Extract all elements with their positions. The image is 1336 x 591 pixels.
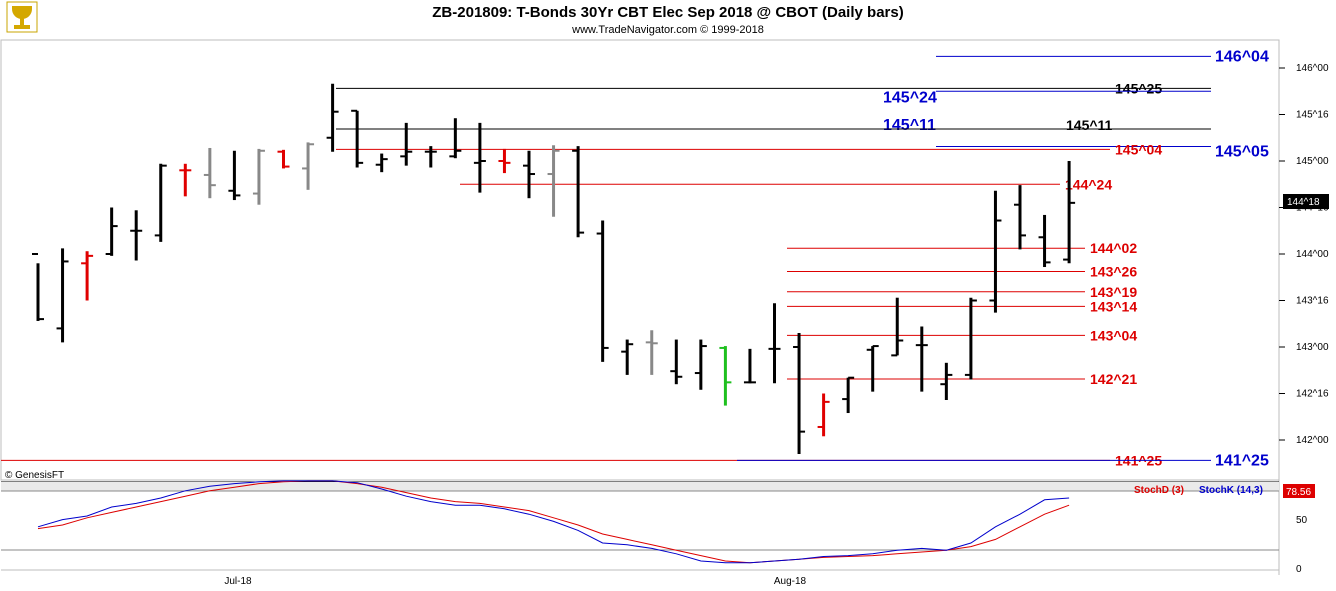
x-label-jul: Jul-18: [224, 576, 252, 587]
y-tick-label: 145^16: [1296, 110, 1329, 121]
ohlc-bar: [228, 150, 241, 201]
ohlc-bar: [891, 297, 904, 357]
level-label: 143^04: [1090, 327, 1137, 343]
ohlc-bar: [1014, 185, 1026, 250]
ohlc-bar: [326, 83, 339, 152]
level-label: 143^19: [1090, 284, 1137, 300]
y-tick-label: 146^00: [1296, 63, 1329, 74]
copyright-label: © GenesisFT: [5, 470, 64, 481]
level-label: 145^11: [1066, 117, 1113, 133]
chart-title: ZB-201809: T-Bonds 30Yr CBT Elec Sep 201…: [432, 4, 903, 21]
y-tick-label: 144^00: [1296, 249, 1329, 260]
level-label: 145^24: [883, 89, 937, 106]
ohlc-bar: [670, 339, 683, 385]
level-lines: 146^04 145^25 145^24 145^11 145^11 145^05 145^…: [1, 48, 1269, 469]
level-label: 145^04: [1115, 141, 1162, 157]
ohlc-bar: [572, 146, 585, 238]
level-label: 143^26: [1090, 263, 1137, 279]
level-label: 145^25: [1115, 80, 1162, 96]
level-label: 144^02: [1090, 240, 1137, 256]
ohlc-bar: [277, 149, 290, 169]
y-tick-label: 143^16: [1296, 296, 1329, 307]
ohlc-bar: [424, 146, 437, 168]
ohlc-bar: [1063, 161, 1076, 264]
ohlc-bar: [56, 248, 69, 343]
level-label: 142^21: [1090, 371, 1137, 387]
ohlc-bar: [400, 122, 413, 166]
stoch-k-legend: StochK (14,3): [1199, 485, 1263, 496]
ohlc-bar: [719, 346, 732, 406]
level-label: 143^14: [1090, 298, 1137, 314]
ohlc-bar: [596, 220, 609, 362]
level-label: 146^04: [1215, 48, 1269, 65]
ohlc-bar: [351, 109, 364, 168]
ohlc-bar: [203, 147, 216, 199]
last-price-label: 144^18: [1287, 197, 1320, 208]
stoch-last-value: 78.56: [1286, 487, 1311, 498]
ohlc-bar: [817, 393, 830, 437]
ohlc-bar: [940, 362, 953, 401]
stoch-overbought-band: [1, 482, 1279, 491]
trophy-logo-icon: [6, 1, 38, 33]
stoch-tick-0: 0: [1296, 564, 1302, 575]
ohlc-bar: [621, 339, 634, 375]
ohlc-bar: [252, 148, 265, 205]
ohlc-bar: [523, 150, 535, 199]
level-label: 141^25: [1215, 452, 1269, 469]
ohlc-bar: [498, 148, 511, 174]
ohlc-bar: [793, 333, 806, 454]
ohlc-bar: [154, 163, 167, 242]
y-tick-label: 142^16: [1296, 389, 1329, 400]
ohlc-bar: [694, 339, 707, 390]
ohlc-bar: [842, 376, 855, 414]
ohlc-bar: [645, 330, 658, 375]
ohlc-bar: [375, 153, 388, 173]
ohlc-bars: [32, 83, 1076, 454]
y-tick-label: 142^00: [1296, 435, 1329, 446]
ohlc-bar: [1038, 214, 1051, 268]
level-label: 145^11: [883, 117, 936, 134]
y-tick-label: 143^00: [1296, 342, 1329, 353]
ohlc-bar: [449, 118, 462, 159]
stoch-lines: [37, 480, 1070, 564]
ohlc-bar: [915, 326, 928, 392]
ohlc-bar: [302, 142, 315, 190]
ohlc-bar: [473, 122, 486, 193]
ohlc-bar: [105, 207, 118, 256]
ohlc-bar: [32, 253, 44, 321]
ohlc-bar: [179, 163, 192, 197]
level-label: 144^24: [1065, 176, 1112, 192]
last-price-marker: 144^18: [1283, 194, 1329, 209]
stoch-d-line: [37, 480, 1070, 564]
y-tick-label: 145^00: [1296, 156, 1329, 167]
ohlc-bar: [130, 210, 143, 261]
stoch-k-line: [37, 480, 1070, 564]
ohlc-bar: [547, 145, 560, 217]
stoch-d-legend: StochD (3): [1134, 485, 1184, 496]
chart-subtitle: www.TradeNavigator.com © 1999-2018: [571, 24, 764, 36]
level-label: 145^05: [1215, 143, 1269, 160]
ohlc-bar: [81, 251, 94, 301]
ohlc-bar: [768, 303, 781, 384]
ohlc-bar: [743, 348, 756, 384]
ohlc-bar: [964, 297, 977, 380]
stoch-tick-50: 50: [1296, 515, 1308, 526]
ohlc-bar: [989, 190, 1002, 313]
stoch-last-value-marker: 78.56: [1283, 484, 1315, 498]
x-label-aug: Aug-18: [774, 576, 807, 587]
ohlc-bar: [866, 345, 879, 392]
